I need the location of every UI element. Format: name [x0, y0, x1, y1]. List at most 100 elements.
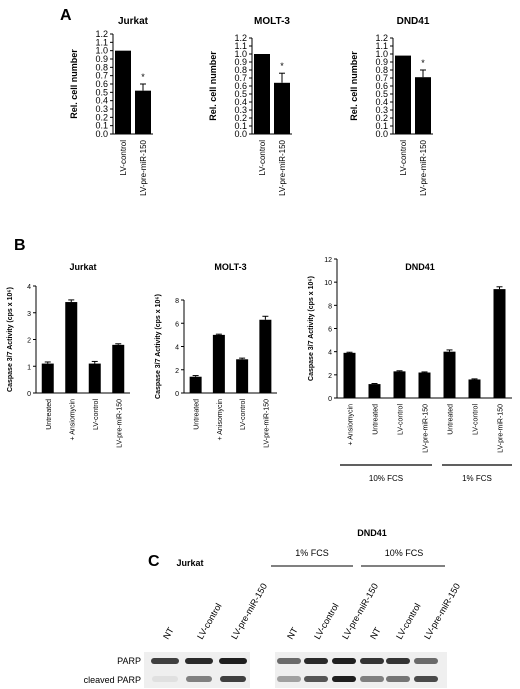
blot-band-cleaved-dnd41 — [386, 676, 410, 682]
blot-jurkat-membrane — [144, 652, 250, 688]
chart-3-title: Jurkat — [69, 262, 96, 272]
chart-0-bar — [115, 50, 131, 134]
chart-1-tick-label: 1.0 — [234, 49, 247, 59]
blot-lane-label-jurkat: LV-control — [195, 601, 224, 641]
chart-3-category-label: Untreated — [46, 399, 53, 430]
chart-4-tick-label: 0 — [175, 391, 179, 398]
chart-a-molt3: MOLT-30.00.10.20.30.40.50.60.70.80.91.01… — [208, 16, 292, 196]
chart-4-category-label: + Anisomycin — [217, 399, 224, 441]
blot-band-cleaved-dnd41 — [414, 676, 438, 682]
blot-lane-label-dnd41: NT — [368, 625, 383, 641]
chart-3-category-label: LV-control — [93, 399, 100, 430]
chart-0-ylabel: Rel. cell number — [69, 49, 79, 119]
chart-5-bar — [493, 289, 506, 398]
chart-3-bar — [112, 344, 125, 393]
blot-band-cleaved-jurkat — [186, 676, 212, 682]
chart-0-tick-label: 1.1 — [95, 37, 108, 47]
chart-4-bar — [259, 319, 272, 393]
chart-3-tick-label: 2 — [27, 338, 31, 345]
chart-b-jurkat: Jurkat 0 1 2 3 4 Caspase 3/7 Activity (cps x 1… — [7, 262, 130, 448]
chart-5-bar — [393, 371, 406, 398]
chart-1-tick-label: 0.6 — [234, 81, 247, 91]
chart-2-tick-label: 0.3 — [375, 105, 388, 115]
chart-5-category-label: LV-pre-miR-150 — [498, 404, 505, 453]
chart-1-tick-label: 0.0 — [234, 129, 247, 139]
chart-5-category-label: LV-control — [398, 404, 405, 435]
chart-0-bar — [135, 90, 151, 134]
blot-group-10fcs: 10% FCS — [385, 548, 424, 558]
chart-2-tick-label: 1.0 — [375, 49, 388, 59]
blot-band-parp-dnd41 — [414, 658, 438, 664]
chart-0-tick-label: 0.7 — [95, 71, 108, 81]
condition-10fcs: 10% FCS — [369, 474, 403, 483]
panel-c-label: C — [148, 553, 160, 570]
blot-band-cleaved-jurkat — [220, 676, 246, 682]
band-label-cleaved-parp: cleaved PARP — [84, 675, 141, 685]
chart-4-bar — [236, 359, 249, 393]
chart-5-tick-label: 6 — [328, 327, 332, 334]
chart-3-tick-label: 3 — [27, 311, 31, 318]
chart-3-tick-label: 1 — [27, 364, 31, 371]
chart-4-title: MOLT-3 — [214, 262, 246, 272]
chart-0-tick-label: 0.5 — [95, 87, 108, 97]
chart-2-category-label: LV-pre-miR-150 — [419, 139, 428, 195]
chart-0-tick-label: 1.2 — [95, 29, 108, 39]
chart-1-tick-label: 0.3 — [234, 105, 247, 115]
chart-a-jurkat: Jurkat0.00.10.20.30.40.50.60.70.80.91.01… — [69, 16, 153, 196]
blot-lane-label-dnd41: LV-control — [394, 601, 423, 641]
blot-lane-label-jurkat: NT — [161, 625, 176, 641]
blot-lane-label-jurkat: LV-pre-miR-150 — [229, 582, 269, 641]
chart-1-title: MOLT-3 — [254, 16, 290, 27]
chart-5-category-label: Untreated — [448, 404, 455, 435]
blot-lane-labels: NT LV-control LV-pre-miR-150 NT LV-control LV… — [161, 582, 462, 641]
chart-a-dnd41: DND410.00.10.20.30.40.50.60.70.80.91.01.… — [349, 16, 433, 196]
chart-2-tick-label: 0.2 — [375, 113, 388, 123]
chart-4-tick-label: 4 — [175, 345, 179, 352]
blot-lane-label-dnd41: NT — [285, 625, 300, 641]
chart-3-bar — [65, 302, 78, 393]
blot-band-parp-dnd41 — [277, 658, 301, 664]
chart-1-bar — [254, 54, 270, 134]
chart-2-bar — [415, 77, 431, 134]
chart-5-category-label: Untreated — [373, 404, 380, 435]
chart-1-tick-label: 0.2 — [234, 113, 247, 123]
chart-b-dnd41: DND41 0 2 4 6 8 10 12 Caspase 3/7 Activity (cps … — [308, 257, 512, 453]
chart-1-tick-label: 0.8 — [234, 65, 247, 75]
chart-1-category-label: LV-pre-miR-150 — [278, 139, 287, 195]
blot-group-1fcs: 1% FCS — [295, 548, 329, 558]
chart-1-tick-label: 0.5 — [234, 89, 247, 99]
chart-0-tick-label: 0.9 — [95, 54, 108, 64]
chart-3-tick-label: 4 — [27, 284, 31, 291]
chart-5-category-label: LV-control — [473, 404, 480, 435]
blot-band-parp-dnd41 — [386, 658, 410, 664]
blot-band-parp-jurkat — [219, 658, 247, 664]
chart-5-bar — [443, 351, 456, 398]
chart-0-tick-label: 0.3 — [95, 104, 108, 114]
chart-5-tick-label: 8 — [328, 303, 332, 310]
chart-0-tick-label: 0.0 — [95, 129, 108, 139]
chart-b-molt3: MOLT-3 0 2 4 6 8 Caspase 3/7 Activity (cps x 1… — [155, 262, 277, 448]
blot-jurkat-title: Jurkat — [176, 558, 203, 568]
chart-2-tick-label: 1.2 — [375, 33, 388, 43]
chart-1-tick-label: 1.2 — [234, 33, 247, 43]
chart-1-significance: * — [280, 61, 284, 71]
panel-b-label: B — [14, 237, 26, 254]
chart-4-bar — [212, 334, 225, 393]
blot-lane-label-dnd41: LV-pre-miR-150 — [422, 582, 462, 641]
blot-band-parp-jurkat — [185, 658, 213, 664]
chart-1-tick-label: 0.7 — [234, 73, 247, 83]
chart-4-tick-label: 6 — [175, 321, 179, 328]
chart-2-tick-label: 0.9 — [375, 57, 388, 67]
chart-5-tick-label: 2 — [328, 373, 332, 380]
chart-1-tick-label: 1.1 — [234, 41, 247, 51]
chart-3-bar — [41, 363, 54, 393]
blot-dnd41-membrane — [275, 652, 447, 688]
chart-2-tick-label: 0.4 — [375, 97, 388, 107]
chart-1-ylabel: Rel. cell number — [208, 51, 218, 121]
chart-2-significance: * — [421, 58, 425, 68]
chart-1-bar — [274, 82, 290, 134]
condition-1fcs: 1% FCS — [462, 474, 492, 483]
chart-5-tick-label: 0 — [328, 396, 332, 403]
chart-5-bar — [343, 352, 356, 398]
